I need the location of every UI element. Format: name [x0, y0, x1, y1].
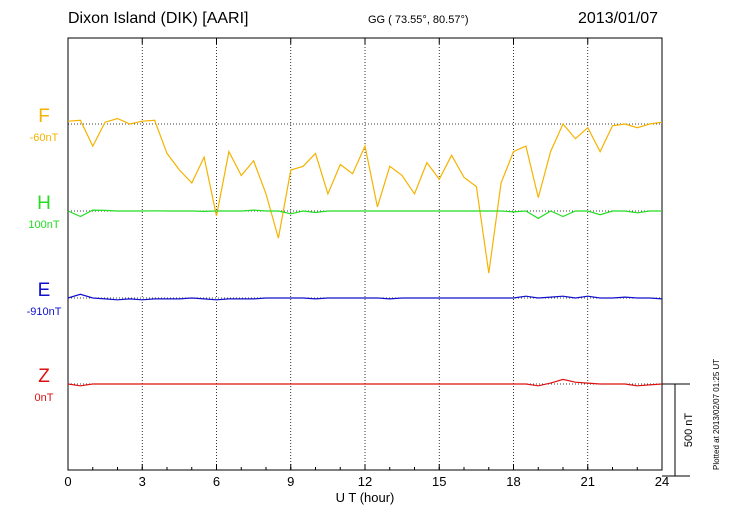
series-line-z	[67, 378, 663, 387]
baseline-label-h: 100nT	[28, 219, 59, 231]
baseline-label-z: 0nT	[35, 392, 54, 404]
x-tick-label: 12	[358, 474, 372, 489]
x-tick-label: 6	[213, 474, 220, 489]
series-line-h	[67, 209, 662, 220]
x-tick-label: 24	[655, 474, 669, 489]
series-label-z: Z	[38, 366, 50, 387]
scale-bar-label: 500 nT	[683, 413, 695, 448]
series-line-f	[67, 117, 663, 274]
x-tick-label: 21	[581, 474, 595, 489]
series-label-f: F	[38, 106, 50, 127]
station-title: Dixon Island (DIK) [AARI]	[68, 10, 249, 27]
series-label-h: H	[37, 193, 51, 214]
x-tick-label: 18	[506, 474, 520, 489]
x-axis-label: U T (hour)	[336, 490, 395, 505]
geographic-coordinates: GG ( 73.55°, 80.57°)	[368, 14, 469, 26]
baseline-label-f: -60nT	[30, 132, 59, 144]
plot-date: 2013/01/07	[578, 10, 659, 27]
series-line-e	[67, 293, 663, 301]
x-tick-label: 9	[287, 474, 294, 489]
x-tick-label: 3	[139, 474, 146, 489]
x-tick-label: 15	[432, 474, 446, 489]
baseline-label-e: -910nT	[27, 306, 62, 318]
x-tick-label: 0	[64, 474, 71, 489]
series-label-e: E	[38, 280, 51, 301]
